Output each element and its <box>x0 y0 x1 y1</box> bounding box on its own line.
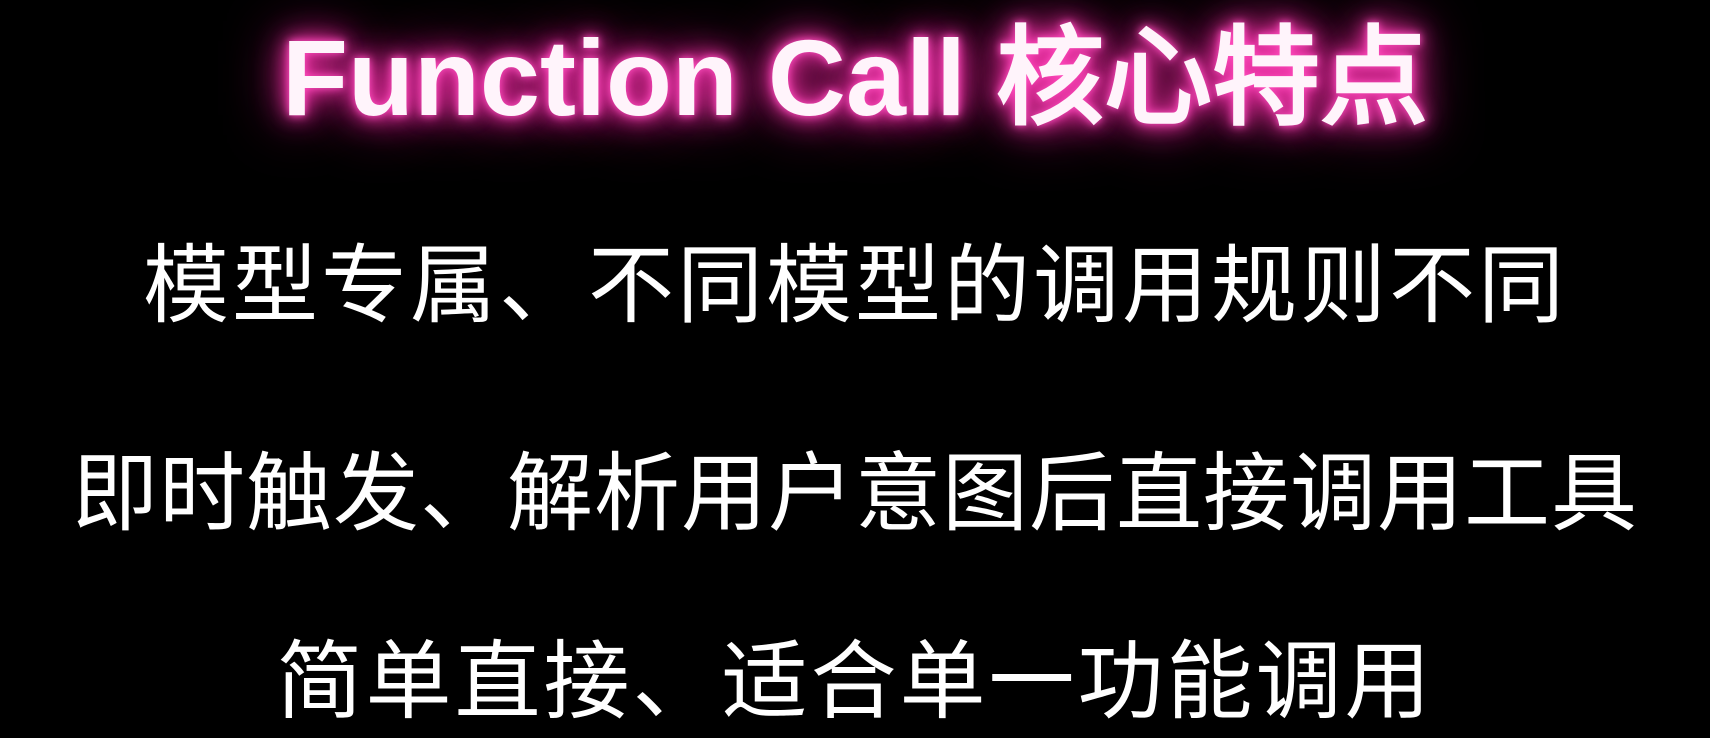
feature-line-simple-direct: 简单直接、适合单一功能调用 <box>0 634 1710 730</box>
feature-line-instant-trigger: 即时触发、解析用户意图后直接调用工具 <box>0 446 1710 542</box>
feature-line-model-specific: 模型专属、不同模型的调用规则不同 <box>0 238 1710 334</box>
slide-title: Function Call 核心特点 <box>0 18 1710 138</box>
